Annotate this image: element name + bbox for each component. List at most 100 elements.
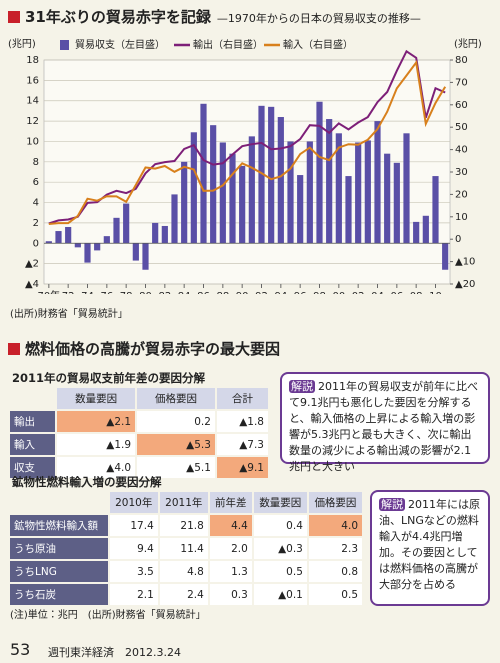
table-cell: 0.3 xyxy=(209,584,252,605)
line xyxy=(48,49,446,225)
bar xyxy=(442,243,449,270)
table-cell: 3.5 xyxy=(109,561,158,582)
note: 解説 2011年には原油、LNGなどの燃料輸入が4.4兆円増加。その要因としては燃… xyxy=(370,490,490,606)
bar xyxy=(55,231,62,244)
x-tick-label: 84 xyxy=(178,291,191,294)
x-tick-label: 02 xyxy=(352,291,365,294)
y-tick-label: 12 xyxy=(26,116,39,127)
table-title: 鉱物性燃料輸入増の要因分解 xyxy=(12,475,162,489)
y-axis-label: (兆円) xyxy=(8,38,36,50)
table-cell: 0.5 xyxy=(308,584,362,605)
x-tick-label: 10 xyxy=(429,291,442,294)
bar xyxy=(200,103,207,244)
y2-tick-label: 80 xyxy=(455,55,468,66)
row-label: 収支 xyxy=(10,457,56,478)
bar xyxy=(364,140,371,244)
table-row: うち石炭 2.1 2.4 0.3 ▲0.1 0.5 xyxy=(10,584,362,605)
bar xyxy=(248,136,255,244)
x-tick-label: 90 xyxy=(236,291,249,294)
table-cell: 11.4 xyxy=(159,538,208,559)
y-tick-label: 16 xyxy=(26,75,39,86)
bar xyxy=(393,162,400,244)
bar xyxy=(306,141,313,244)
bar xyxy=(103,236,110,244)
y2-tick-label: ▲10 xyxy=(455,257,475,268)
column-header: 数量要因 xyxy=(57,388,136,409)
table-cell: 0.4 xyxy=(253,515,307,536)
y-tick-label: ▲4 xyxy=(25,279,39,290)
bar xyxy=(268,106,275,244)
note-tag: 解説 xyxy=(379,498,405,511)
table-row: 輸出 ▲2.1 0.2 ▲1.8 xyxy=(10,411,268,432)
table-row: 鉱物性燃料輸入額 17.4 21.8 4.4 0.4 4.0 xyxy=(10,515,362,536)
table-cell: 0.5 xyxy=(253,561,307,582)
table-cell: 4.8 xyxy=(159,561,208,582)
column-header: 前年差 xyxy=(209,492,252,513)
bar xyxy=(432,176,439,244)
table-cell: ▲7.3 xyxy=(216,434,268,455)
table-cell: 2.4 xyxy=(159,584,208,605)
section-heading: 燃料価格の高騰が貿易赤字の最大要因 xyxy=(8,338,280,359)
bar xyxy=(113,217,120,244)
table-cell: ▲1.9 xyxy=(57,434,136,455)
bar xyxy=(161,225,168,244)
y-tick-label: 18 xyxy=(26,55,39,66)
line xyxy=(48,59,447,225)
table-cell: ▲0.3 xyxy=(253,538,307,559)
column-header: 数量要因 xyxy=(253,492,307,513)
bar xyxy=(74,243,81,248)
row-label: 鉱物性燃料輸入額 xyxy=(10,515,108,536)
bar xyxy=(142,243,149,270)
x-tick-label: 94 xyxy=(274,291,287,294)
table-cell: ▲1.8 xyxy=(216,411,268,432)
table: 2010年 2011年 前年差 数量要因 価格要因 鉱物性燃料輸入額 17.4 21.8 4.4… xyxy=(8,490,364,607)
y2-tick-label: ▲20 xyxy=(455,279,475,290)
table-cell: 0.8 xyxy=(308,561,362,582)
note: 解説 2011年の貿易収支が前年に比べて9.1兆円も悪化した要因を分解すると、輸入… xyxy=(280,372,490,473)
x-tick-label: 80 xyxy=(139,291,152,294)
x-tick-label: 06 xyxy=(390,291,403,294)
corner xyxy=(10,388,55,409)
note-tag: 解説 xyxy=(289,380,315,393)
table-row: うち原油 9.4 11.4 2.0 ▲0.3 2.3 xyxy=(10,538,362,559)
magazine: 週刊東洋経済 2012.3.24 xyxy=(48,646,181,659)
y-tick-label: 10 xyxy=(26,136,39,147)
table-cell: ▲2.1 xyxy=(57,411,136,432)
table-cell: ▲5.1 xyxy=(137,457,215,478)
table-cell: 0.2 xyxy=(137,411,215,432)
x-tick-label: 88 xyxy=(216,291,229,294)
y-tick-label: 6 xyxy=(33,177,39,188)
chart-subtitle: —1970年からの日本の貿易収支の推移— xyxy=(216,12,421,25)
bar xyxy=(239,165,246,244)
table-row: 輸入 ▲1.9 ▲5.3 ▲7.3 xyxy=(10,434,268,455)
bar xyxy=(45,241,52,244)
note-text: 2011年の貿易収支が前年に比べて9.1兆円も悪化した要因を分解すると、輸入価格… xyxy=(289,380,478,473)
row-label: 輸入 xyxy=(10,434,56,455)
x-tick-label: 04 xyxy=(371,291,384,294)
table-cell: 2.3 xyxy=(308,538,362,559)
x-tick-label: 70年 xyxy=(37,289,60,294)
row-label: うち石炭 xyxy=(10,584,108,605)
y2-tick-label: 10 xyxy=(455,212,468,223)
y2-tick-label: 50 xyxy=(455,122,468,133)
bar xyxy=(287,141,294,244)
legend-label: 貿易収支（左目盛） xyxy=(75,38,165,51)
bar xyxy=(355,142,362,244)
bar xyxy=(219,142,226,244)
row-label: 輸出 xyxy=(10,411,56,432)
chart-heading: 31年ぶりの貿易赤字を記録 —1970年からの日本の貿易収支の推移— xyxy=(8,6,421,27)
footnote: (注)単位：兆円 (出所)財務省「貿易統計」 xyxy=(10,610,206,621)
x-tick-label: 78 xyxy=(120,291,133,294)
table: 数量要因 価格要因 合計 輸出 ▲2.1 0.2 ▲1.8 輸入 ▲1.9 ▲5.3 ▲7.3 収支 ▲… xyxy=(8,386,270,480)
column-header: 合計 xyxy=(216,388,268,409)
bar xyxy=(413,221,420,244)
table-cell: ▲0.1 xyxy=(253,584,307,605)
table-title: 2011年の貿易収支前年差の要因分解 xyxy=(12,371,206,385)
bar xyxy=(171,194,178,244)
section-title: 燃料価格の高騰が貿易赤字の最大要因 xyxy=(25,340,281,358)
bar xyxy=(181,161,188,244)
table-cell: 4.0 xyxy=(308,515,362,536)
table-cell: 2.0 xyxy=(209,538,252,559)
y-tick-label: 2 xyxy=(33,218,39,229)
note-text: 2011年には原油、LNGなどの燃料輸入が4.4兆円増加。その要因としては燃料価… xyxy=(379,498,480,591)
